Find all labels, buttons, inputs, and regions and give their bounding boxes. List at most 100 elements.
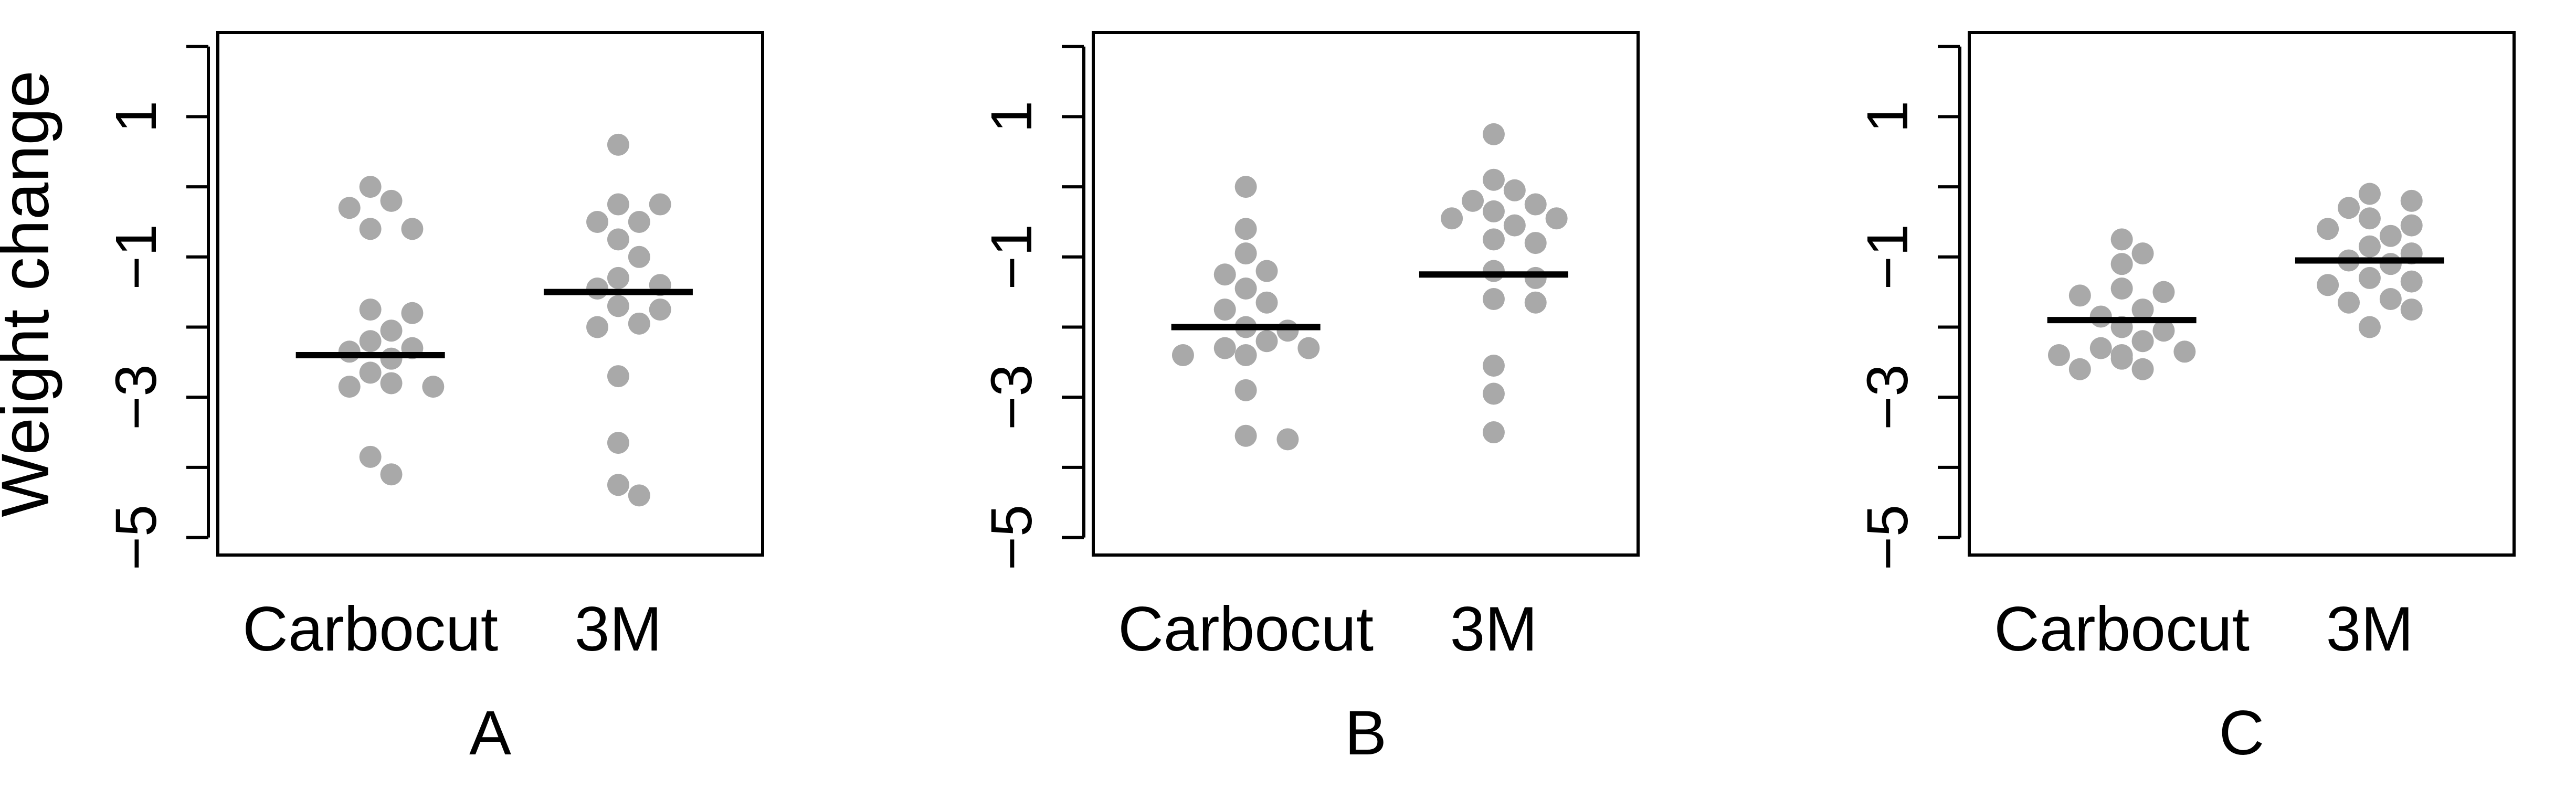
- data-point-3m: [607, 432, 629, 454]
- y-tick-label: −5: [979, 505, 1044, 570]
- data-point-carbocut: [1234, 277, 1257, 300]
- y-tick-label: 1: [1855, 101, 1920, 133]
- data-point-carbocut: [2110, 277, 2133, 300]
- panel-b: −5 −3 −1 1 Carbocut 3M B: [979, 31, 1640, 768]
- data-point-carbocut: [380, 372, 403, 395]
- data-point-carbocut: [338, 376, 361, 398]
- data-point-carbocut: [1297, 337, 1320, 359]
- y-tick-label: −3: [1855, 364, 1920, 430]
- y-tick-label: 1: [104, 101, 168, 133]
- data-point-3m: [628, 210, 650, 233]
- data-point-carbocut: [359, 176, 382, 198]
- data-point-carbocut: [1255, 291, 1278, 314]
- data-point-3m: [607, 193, 629, 216]
- data-point-carbocut: [2068, 358, 2091, 380]
- data-point-carbocut: [338, 197, 361, 219]
- data-point-carbocut: [359, 361, 382, 384]
- data-point-3m: [649, 193, 671, 216]
- data-point-3m: [1482, 382, 1505, 405]
- data-point-carbocut: [380, 319, 403, 342]
- plot-frame: [1092, 31, 1640, 557]
- data-point-carbocut: [2173, 340, 2196, 363]
- data-point-carbocut: [359, 445, 382, 468]
- data-point-3m: [1482, 200, 1505, 222]
- y-tick-label: −3: [979, 364, 1044, 430]
- data-point-carbocut: [1234, 218, 1257, 240]
- data-point-carbocut: [380, 347, 403, 370]
- y-axis-label: Weight change: [0, 70, 63, 517]
- data-point-carbocut: [2152, 281, 2175, 303]
- data-point-3m: [2379, 288, 2402, 311]
- data-point-carbocut: [1234, 379, 1257, 401]
- data-point-3m: [1482, 228, 1505, 251]
- data-point-3m: [1441, 207, 1463, 230]
- data-point-3m: [1524, 193, 1547, 216]
- data-point-carbocut: [401, 218, 424, 240]
- data-point-3m: [2400, 299, 2423, 321]
- data-point-3m: [586, 210, 609, 233]
- panel-label: A: [469, 698, 511, 768]
- data-point-carbocut: [1234, 424, 1257, 447]
- data-point-3m: [607, 295, 629, 317]
- data-point-carbocut: [2152, 319, 2175, 342]
- data-point-3m: [2317, 218, 2339, 240]
- data-point-3m: [607, 133, 629, 156]
- data-point-3m: [2338, 291, 2360, 314]
- data-point-carbocut: [1276, 319, 1299, 342]
- data-point-3m: [2358, 183, 2381, 205]
- data-point-carbocut: [401, 302, 424, 324]
- data-point-carbocut: [2110, 228, 2133, 251]
- data-point-3m: [1503, 179, 1526, 201]
- data-point-carbocut: [422, 376, 445, 398]
- data-point-3m: [1482, 355, 1505, 377]
- y-tick-label: −1: [104, 224, 168, 290]
- data-point-carbocut: [380, 189, 403, 212]
- data-point-3m: [2358, 316, 2381, 338]
- plot-frame: [216, 31, 764, 557]
- data-point-3m: [1524, 232, 1547, 254]
- y-tick-label: −1: [979, 224, 1044, 290]
- data-point-3m: [607, 474, 629, 496]
- data-point-carbocut: [1255, 260, 1278, 282]
- data-point-3m: [607, 365, 629, 388]
- data-point-carbocut: [359, 299, 382, 321]
- data-point-3m: [1503, 214, 1526, 237]
- y-tick-label: −1: [1855, 224, 1920, 290]
- category-label: 3M: [575, 594, 662, 664]
- data-point-carbocut: [2089, 305, 2112, 328]
- data-point-3m: [1462, 189, 1484, 212]
- data-point-carbocut: [1234, 176, 1257, 198]
- category-label: 3M: [1450, 594, 1538, 664]
- data-point-3m: [2358, 207, 2381, 230]
- category-label: Carbocut: [242, 594, 498, 664]
- data-point-3m: [2379, 253, 2402, 275]
- data-point-carbocut: [1276, 428, 1299, 451]
- data-point-carbocut: [2131, 330, 2154, 353]
- panel-a: −5 −3 −1 1 Carbocut 3M A: [104, 31, 764, 768]
- data-point-carbocut: [359, 218, 382, 240]
- category-label: 3M: [2326, 594, 2414, 664]
- data-point-3m: [2379, 225, 2402, 247]
- data-point-3m: [2400, 189, 2423, 212]
- data-point-3m: [1545, 207, 1568, 230]
- data-point-3m: [1524, 291, 1547, 314]
- data-point-carbocut: [1213, 299, 1236, 321]
- data-point-carbocut: [2131, 299, 2154, 321]
- data-point-3m: [586, 316, 609, 338]
- data-point-3m: [2317, 274, 2339, 296]
- data-point-3m: [2338, 197, 2360, 219]
- data-point-carbocut: [2110, 347, 2133, 370]
- data-point-3m: [1524, 267, 1547, 289]
- y-tick-label: 1: [979, 101, 1044, 133]
- data-point-3m: [628, 246, 650, 268]
- data-point-carbocut: [2131, 358, 2154, 380]
- data-point-carbocut: [1234, 344, 1257, 366]
- data-point-3m: [1482, 260, 1505, 282]
- panel-label: C: [2219, 698, 2265, 768]
- y-tick-label: −5: [1855, 505, 1920, 570]
- data-point-3m: [607, 228, 629, 251]
- category-label: Carbocut: [1118, 594, 1374, 664]
- data-point-3m: [1482, 168, 1505, 191]
- y-tick-label: −3: [104, 364, 168, 430]
